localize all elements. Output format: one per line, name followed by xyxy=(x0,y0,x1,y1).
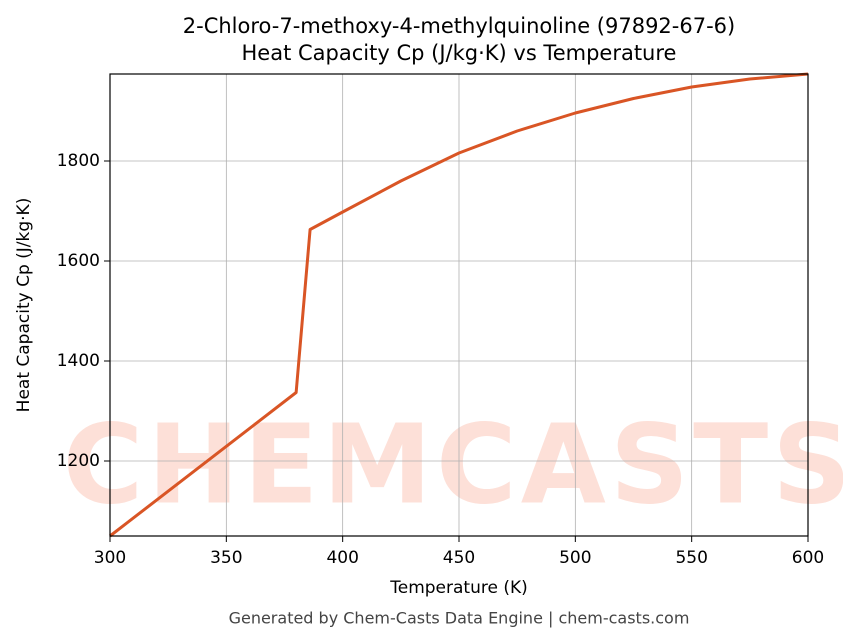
chart-subtitle: Heat Capacity Cp (J/kg·K) vs Temperature xyxy=(242,41,677,65)
x-axis-label: Temperature (K) xyxy=(389,578,528,598)
y-tick-label: 1400 xyxy=(57,351,100,371)
y-tick-label: 1600 xyxy=(57,251,100,271)
data-line xyxy=(109,72,809,538)
y-tick-label: 1200 xyxy=(57,451,100,471)
x-tick-label: 300 xyxy=(94,548,126,568)
x-tick-label: 450 xyxy=(443,548,475,568)
chart-title: 2-Chloro-7-methoxy-4-methylquinoline (97… xyxy=(183,14,735,38)
y-axis-label: Heat Capacity Cp (J/kg·K) xyxy=(14,198,34,413)
x-tick-label: 500 xyxy=(559,548,591,568)
x-tick-label: 550 xyxy=(675,548,707,568)
watermark: CHEMCASTS xyxy=(63,400,843,528)
x-tick-label: 400 xyxy=(326,548,358,568)
plot-frame xyxy=(109,73,809,537)
y-tick-label: 1800 xyxy=(57,151,100,171)
x-tick-label: 350 xyxy=(210,548,242,568)
footer: Generated by Chem-Casts Data Engine | ch… xyxy=(229,609,690,628)
x-tick-label: 600 xyxy=(792,548,824,568)
